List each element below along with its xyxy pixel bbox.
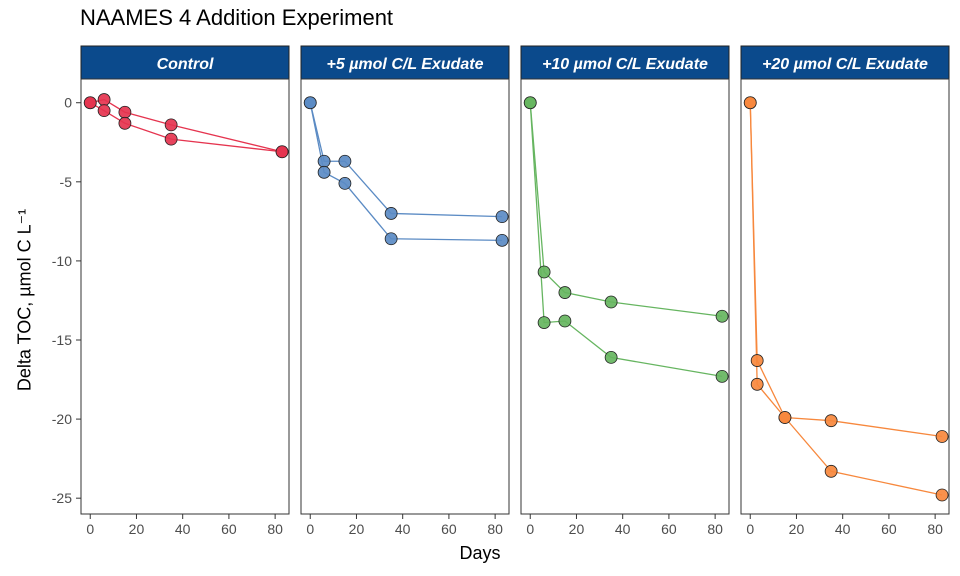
x-tick-label: 60 — [661, 521, 677, 537]
x-tick-label: 40 — [615, 521, 631, 537]
x-tick-label: 40 — [395, 521, 411, 537]
data-point — [338, 176, 352, 190]
data-point — [935, 430, 949, 443]
y-tick-label: -25 — [52, 490, 72, 506]
data-point — [558, 314, 572, 328]
data-point — [303, 96, 317, 110]
data-point — [604, 350, 618, 364]
data-point — [743, 96, 757, 110]
x-tick-label: 0 — [306, 521, 314, 537]
data-point — [97, 104, 111, 118]
data-point — [495, 210, 509, 224]
series-line — [529, 102, 723, 378]
data-point — [97, 93, 111, 106]
facet-strip — [80, 45, 290, 80]
facet-label: +10 µmol C/L Exudate — [542, 56, 708, 73]
panel-border — [80, 78, 290, 515]
facet-strip — [740, 45, 950, 80]
panel-border — [740, 78, 950, 515]
y-tick-label: 0 — [64, 95, 72, 111]
data-point — [558, 286, 572, 299]
data-point — [537, 265, 551, 279]
panel-2: +5 µmol C/L Exudate 0 20 40 60 80 — [300, 45, 510, 537]
series-line — [309, 102, 503, 241]
panel-border — [300, 78, 510, 515]
x-axis-label: Days — [459, 543, 501, 563]
data-point — [83, 96, 97, 110]
data-point — [935, 488, 949, 502]
facet-label: Control — [157, 56, 214, 73]
y-tick-label: -20 — [52, 411, 72, 427]
data-point — [537, 316, 551, 330]
y-tick-label: -5 — [60, 174, 73, 190]
data-point — [604, 295, 618, 309]
panel-3: +10 µmol C/L Exudate 0 20 40 60 80 — [520, 45, 730, 537]
data-point — [495, 233, 509, 247]
data-point — [384, 207, 398, 220]
series-line — [749, 102, 943, 438]
data-point — [164, 132, 178, 146]
data-point — [338, 154, 352, 168]
y-tick-label: -15 — [52, 332, 72, 348]
x-tick-label: 20 — [569, 521, 585, 537]
panel-border — [520, 78, 730, 515]
data-point — [118, 116, 132, 130]
facet-label: +20 µmol C/L Exudate — [762, 56, 928, 73]
x-tick-label: 60 — [221, 521, 237, 537]
series-line — [529, 102, 723, 317]
data-point — [118, 105, 132, 119]
data-point — [824, 464, 838, 478]
x-tick-label: 80 — [927, 521, 943, 537]
x-tick-label: 80 — [487, 521, 503, 537]
x-tick-label: 0 — [526, 521, 534, 537]
x-tick-label: 60 — [881, 521, 897, 537]
facet-strip — [520, 45, 730, 80]
data-point — [317, 154, 331, 168]
series-line — [749, 102, 943, 496]
x-tick-label: 80 — [267, 521, 283, 537]
data-point — [824, 414, 838, 428]
x-tick-label: 20 — [349, 521, 365, 537]
data-point — [750, 377, 764, 391]
facet-label: +5 µmol C/L Exudate — [327, 56, 484, 73]
panel-4: +20 µmol C/L Exudate 0 20 40 60 80 — [740, 45, 950, 537]
x-tick-label: 40 — [175, 521, 191, 537]
y-tick-label: -10 — [52, 253, 72, 269]
data-point — [164, 118, 178, 132]
data-point — [523, 96, 537, 110]
data-point — [750, 354, 764, 367]
x-tick-label: 20 — [129, 521, 145, 537]
x-tick-label: 0 — [746, 521, 754, 537]
data-point — [715, 309, 729, 323]
data-point — [715, 369, 729, 383]
chart-title: NAAMES 4 Addition Experiment — [80, 5, 394, 30]
x-tick-label: 60 — [441, 521, 457, 537]
x-tick-label: 20 — [789, 521, 805, 537]
facet-strip — [300, 45, 510, 80]
x-tick-label: 80 — [707, 521, 723, 537]
data-point — [275, 145, 289, 159]
data-point — [317, 165, 331, 179]
data-point — [384, 232, 398, 246]
x-tick-label: 40 — [835, 521, 851, 537]
panel-1: Control 0 20 40 60 80 0 -5 -10 -15 -20 -25 — [52, 45, 290, 537]
x-tick-label: 0 — [86, 521, 94, 537]
data-point — [778, 411, 792, 424]
